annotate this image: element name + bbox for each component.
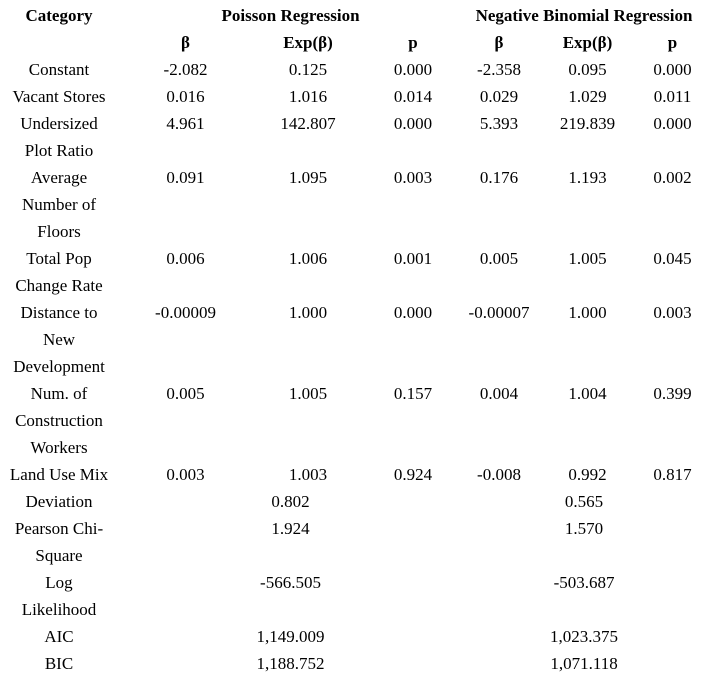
category-cell: Average Number of Floors <box>21 168 97 241</box>
value-cell: 142.807 <box>280 114 336 133</box>
value-cell: 0.001 <box>393 249 433 268</box>
value-cell: 1.029 <box>568 87 607 106</box>
summary-value-cell: 0.802 <box>271 492 310 511</box>
summary-value-cell: 1,149.009 <box>256 627 325 646</box>
summary-value-cell: 1.570 <box>564 519 604 538</box>
poisson-exp-beta-header: Exp(β) <box>283 33 333 52</box>
value-cell: 0.005 <box>166 384 205 403</box>
value-cell: 0.157 <box>393 384 433 403</box>
table-row: Land Use Mix 0.003 1.003 0.924 -0.008 0.… <box>0 461 705 488</box>
table-row: Vacant Stores 0.016 1.016 0.014 0.029 1.… <box>0 83 705 110</box>
nb-exp-beta-header: Exp(β) <box>562 33 613 52</box>
value-cell: 0.014 <box>393 87 433 106</box>
value-cell: 0.006 <box>166 249 205 268</box>
poisson-p-header: p <box>408 33 418 52</box>
value-cell: 1.016 <box>288 87 328 106</box>
value-cell: 1.003 <box>288 465 328 484</box>
category-cell: BIC <box>44 654 74 673</box>
value-cell: 0.000 <box>393 303 433 322</box>
category-cell: Constant <box>28 60 90 79</box>
value-cell: 0.005 <box>479 249 519 268</box>
table-row: Total Pop Change Rate 0.006 1.006 0.001 … <box>0 245 705 299</box>
category-cell: Num. of Construction Workers <box>15 384 103 457</box>
value-cell: 0.000 <box>393 114 433 133</box>
table-row: Undersized Plot Ratio 4.961 142.807 0.00… <box>0 110 705 164</box>
value-cell: -2.358 <box>477 60 521 79</box>
group-header-row: Category Poisson Regression Negative Bin… <box>0 2 705 29</box>
table-row: Average Number of Floors 0.091 1.095 0.0… <box>0 164 705 245</box>
value-cell: 0.000 <box>653 60 692 79</box>
value-cell: 0.016 <box>166 87 205 106</box>
value-cell: 1.000 <box>288 303 328 322</box>
category-cell: Total Pop Change Rate <box>15 249 103 295</box>
value-cell: -0.00009 <box>155 303 216 322</box>
value-cell: 5.393 <box>479 114 519 133</box>
category-column-header: Category <box>25 6 93 25</box>
poisson-beta-header: β <box>181 33 190 52</box>
value-cell: 4.961 <box>166 114 205 133</box>
table-row: Pearson Chi- Square 1.924 1.570 <box>0 515 705 569</box>
category-cell: AIC <box>44 627 74 646</box>
value-cell: 0.095 <box>568 60 607 79</box>
value-cell: 0.992 <box>568 465 607 484</box>
value-cell: 0.004 <box>479 384 519 403</box>
value-cell: 1.005 <box>568 249 607 268</box>
value-cell: 1.005 <box>288 384 328 403</box>
value-cell: 1.004 <box>568 384 607 403</box>
value-cell: 0.003 <box>166 465 205 484</box>
table-row: Constant -2.082 0.125 0.000 -2.358 0.095… <box>0 56 705 83</box>
value-cell: 0.045 <box>653 249 692 268</box>
value-cell: 1.006 <box>288 249 328 268</box>
value-cell: 1.095 <box>288 168 328 187</box>
summary-value-cell: 1,188.752 <box>256 654 325 673</box>
value-cell: 0.399 <box>653 384 692 403</box>
category-cell: Log Likelihood <box>21 573 97 619</box>
value-cell: 0.924 <box>393 465 433 484</box>
summary-value-cell: 1,071.118 <box>550 654 618 673</box>
value-cell: 219.839 <box>559 114 616 133</box>
table-row: Log Likelihood -566.505 -503.687 <box>0 569 705 623</box>
empty-corner-cell <box>0 29 118 56</box>
value-cell: 0.011 <box>653 87 692 106</box>
subheader-row: β Exp(β) p β Exp(β) p <box>0 29 705 56</box>
value-cell: 0.176 <box>479 168 519 187</box>
category-cell: Pearson Chi- Square <box>14 519 104 565</box>
value-cell: 1.193 <box>568 168 607 187</box>
value-cell: -0.008 <box>477 465 521 484</box>
value-cell: 0.000 <box>653 114 692 133</box>
summary-value-cell: 0.565 <box>564 492 604 511</box>
table-row: Num. of Construction Workers 0.005 1.005… <box>0 380 705 461</box>
nb-beta-header: β <box>494 33 504 52</box>
category-cell: Undersized Plot Ratio <box>20 114 98 160</box>
category-cell: Distance to New Development <box>13 303 105 376</box>
table-row: Distance to New Development -0.00009 1.0… <box>0 299 705 380</box>
value-cell: 0.002 <box>653 168 692 187</box>
poisson-group-header: Poisson Regression <box>221 6 360 25</box>
value-cell: 0.000 <box>393 60 433 79</box>
table-row: BIC 1,188.752 1,071.118 <box>0 650 705 677</box>
category-cell: Deviation <box>25 492 93 511</box>
category-cell: Vacant Stores <box>12 87 106 106</box>
summary-value-cell: 1,023.375 <box>550 627 619 646</box>
category-cell: Land Use Mix <box>9 465 109 484</box>
value-cell: 0.817 <box>653 465 692 484</box>
summary-value-cell: -566.505 <box>260 573 321 592</box>
summary-value-cell: 1.924 <box>271 519 310 538</box>
value-cell: 0.125 <box>288 60 328 79</box>
value-cell: -0.00007 <box>468 303 530 322</box>
value-cell: -2.082 <box>163 60 208 79</box>
value-cell: 1.000 <box>568 303 607 322</box>
summary-value-cell: -503.687 <box>553 573 615 592</box>
table-row: AIC 1,149.009 1,023.375 <box>0 623 705 650</box>
value-cell: 0.029 <box>479 87 519 106</box>
value-cell: 0.091 <box>166 168 205 187</box>
value-cell: 0.003 <box>653 303 692 322</box>
value-cell: 0.003 <box>393 168 433 187</box>
nb-p-header: p <box>667 33 678 52</box>
negative-binomial-group-header: Negative Binomial Regression <box>475 6 693 25</box>
table-row: Deviation 0.802 0.565 <box>0 488 705 515</box>
